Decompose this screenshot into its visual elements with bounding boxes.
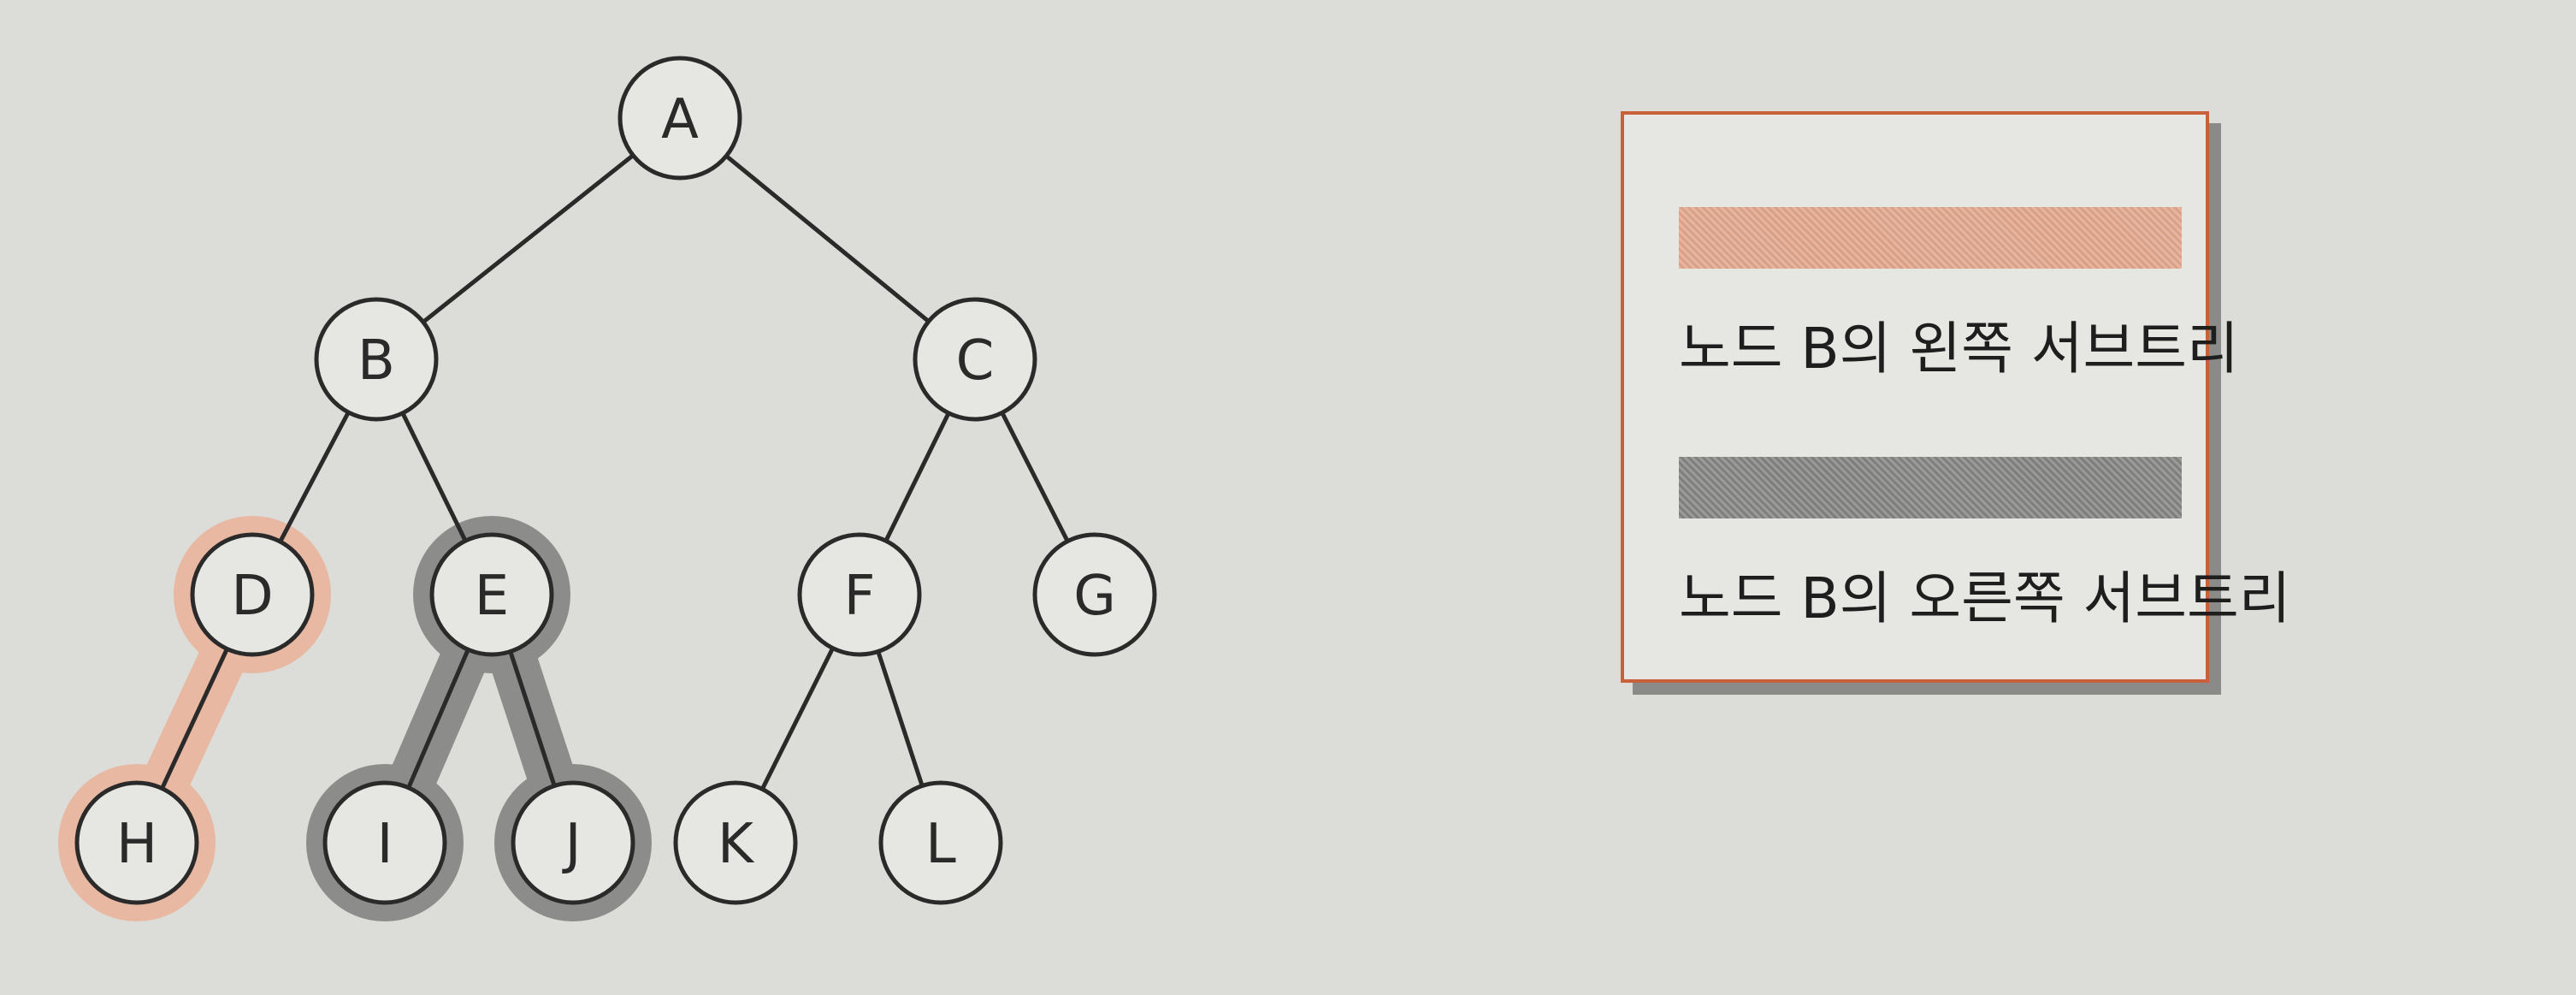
node-label-f: F <box>844 565 876 628</box>
node-label-l: L <box>925 813 956 876</box>
tree-edges <box>137 118 1095 843</box>
node-label-h: H <box>116 813 157 876</box>
right-subtree-legend-label: 노드 B의 오른쪽 서브트리 <box>1679 553 2290 635</box>
node-label-a: A <box>661 88 699 151</box>
left-subtree-legend-label: 노드 B의 왼쪽 서브트리 <box>1679 303 2239 385</box>
node-label-e: E <box>475 565 509 628</box>
node-label-d: D <box>231 565 273 628</box>
tree-nodes: A B C D E F G H I J K L <box>77 58 1155 903</box>
left-subtree-swatch <box>1679 207 2182 269</box>
node-label-j: J <box>562 813 582 876</box>
node-label-c: C <box>956 329 995 393</box>
node-label-g: G <box>1073 565 1116 628</box>
node-label-b: B <box>357 329 395 393</box>
right-subtree-swatch <box>1679 457 2182 518</box>
node-label-k: K <box>718 813 755 876</box>
legend-box: 노드 B의 왼쪽 서브트리 노드 B의 오른쪽 서브트리 <box>1621 111 2209 683</box>
node-label-i: I <box>377 813 393 876</box>
